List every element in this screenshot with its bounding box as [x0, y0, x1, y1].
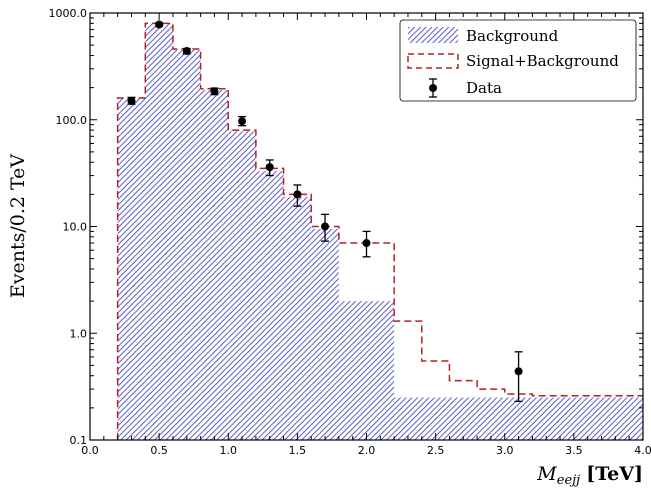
x-tick-label: 3.5	[565, 444, 583, 457]
background-bin	[228, 131, 256, 440]
x-tick-labels: 0.0 0.5 1.0 1.5 2.0 2.5 3.0 3.5 4.0	[81, 444, 651, 457]
y-tick-label: 1.0	[70, 327, 88, 340]
data-point	[362, 230, 371, 258]
x-tick-label: 4.0	[634, 444, 651, 457]
x-tick-label: 1.5	[289, 444, 307, 457]
axis-ticks	[89, 13, 644, 441]
background-bin	[283, 196, 312, 440]
data-marker	[265, 163, 274, 172]
x-axis-label-sub: eejj	[557, 473, 580, 488]
x-tick-label: 1.0	[220, 444, 238, 457]
legend-background-swatch	[408, 27, 458, 43]
background-bin	[117, 97, 146, 440]
background-bin	[172, 50, 201, 440]
background-bin	[255, 171, 284, 440]
x-axis-label-unit: [TeV]	[586, 463, 643, 485]
x-tick-label: 3.0	[496, 444, 514, 457]
y-tick-label: 10.0	[63, 221, 88, 234]
legend-signal-swatch	[407, 53, 459, 69]
y-tick-label: 100.0	[56, 114, 88, 127]
data-marker	[293, 190, 302, 199]
y-axis-label: Events/0.2 TeV	[7, 154, 29, 299]
data-point	[127, 96, 136, 105]
data-point	[238, 115, 247, 127]
data-point	[182, 47, 191, 56]
data-marker	[155, 20, 164, 29]
data-marker	[210, 87, 219, 96]
data-marker	[127, 96, 136, 105]
x-tick-label: 2.5	[427, 444, 445, 457]
data-point	[321, 213, 330, 242]
data-marker	[182, 47, 191, 56]
legend-frame	[399, 19, 637, 102]
y-tick-labels: 0.1 1.0 10.0 100.0 1000.0	[49, 7, 88, 447]
legend-signal-label: Signal+Background	[466, 52, 619, 70]
data-marker	[514, 367, 523, 376]
x-tick-label: 2.0	[358, 444, 376, 457]
data-marker	[362, 239, 371, 248]
data-point	[514, 351, 523, 403]
signal-plus-background-histogram	[116, 22, 643, 440]
background-bin	[311, 228, 339, 440]
background-bin	[145, 23, 173, 440]
x-axis-label: Meejj [TeV]	[536, 463, 643, 488]
background-histogram	[117, 23, 643, 440]
legend-data-marker	[429, 84, 437, 92]
data-point	[210, 87, 219, 96]
data-marker	[321, 222, 330, 231]
legend-data-label: Data	[466, 79, 502, 97]
data-point	[293, 184, 302, 207]
y-tick-label: 1000.0	[49, 7, 88, 20]
x-axis-label-var: M	[536, 463, 557, 485]
plot-area	[89, 12, 644, 441]
x-tick-label: 0.5	[150, 444, 168, 457]
data-point	[155, 20, 164, 29]
data-points	[127, 20, 523, 403]
plot-frame	[89, 12, 644, 441]
signal-plus-background-outline	[116, 22, 643, 440]
legend-background-label: Background	[466, 27, 559, 45]
background-bin	[338, 301, 395, 440]
data-marker	[238, 117, 247, 126]
y-tick-label: 0.1	[70, 434, 88, 447]
background-bin	[200, 89, 229, 440]
x-tick-label: 0.0	[81, 444, 99, 457]
data-point	[265, 159, 274, 177]
legend: Background Signal+Background Data	[399, 19, 637, 102]
background-bin	[394, 397, 643, 440]
